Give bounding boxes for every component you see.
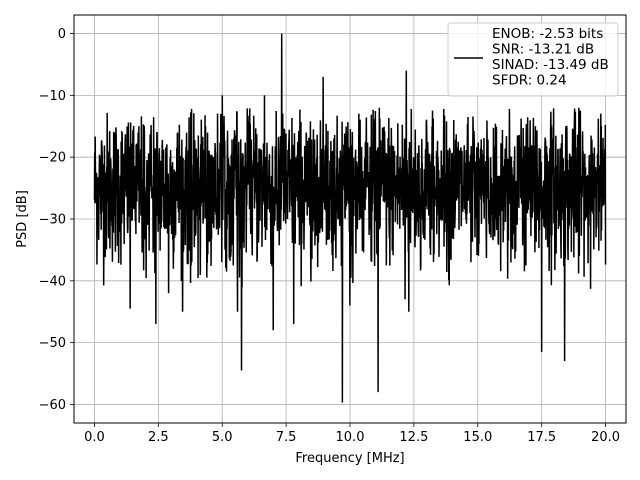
y-tick-label: −20 bbox=[39, 151, 66, 166]
y-tick-label: −10 bbox=[39, 89, 66, 104]
y-axis-ticks: 0 −10 −20 −30 −40 −50 −60 bbox=[39, 27, 74, 413]
x-tick-label: 12.5 bbox=[399, 430, 428, 445]
legend-box bbox=[447, 22, 619, 97]
legend-snr: SNR: -13.21 dB bbox=[492, 42, 594, 58]
psd-series-line bbox=[93, 33, 607, 403]
x-tick-label: 20.0 bbox=[591, 430, 620, 445]
legend-sfdr: SFDR: 0.24 bbox=[492, 73, 567, 89]
y-tick-label: −30 bbox=[39, 213, 66, 228]
x-tick-label: 7.5 bbox=[276, 430, 297, 445]
x-tick-label: 10.0 bbox=[336, 430, 365, 445]
x-axis-label: Frequency [MHz] bbox=[295, 451, 404, 466]
legend-enob: ENOB: -2.53 bits bbox=[492, 26, 603, 42]
x-tick-label: 15.0 bbox=[463, 430, 492, 445]
y-tick-label: −40 bbox=[39, 274, 66, 289]
legend: ENOB: -2.53 bits SNR: -13.21 dB SINAD: -… bbox=[447, 22, 619, 97]
legend-sinad: SINAD: -13.49 dB bbox=[492, 57, 609, 73]
y-tick-label: 0 bbox=[58, 27, 66, 42]
x-tick-label: 17.5 bbox=[527, 430, 556, 445]
y-tick-label: −60 bbox=[39, 398, 66, 413]
x-tick-label: 2.5 bbox=[148, 430, 169, 445]
x-axis-ticks: 0.0 2.5 5.0 7.5 10.0 12.5 15.0 17.5 20.0 bbox=[84, 423, 620, 445]
x-tick-label: 0.0 bbox=[84, 430, 105, 445]
plot-area bbox=[93, 33, 607, 403]
y-tick-label: −50 bbox=[39, 336, 66, 351]
x-tick-label: 5.0 bbox=[212, 430, 233, 445]
y-axis-label: PSD [dB] bbox=[15, 190, 30, 248]
